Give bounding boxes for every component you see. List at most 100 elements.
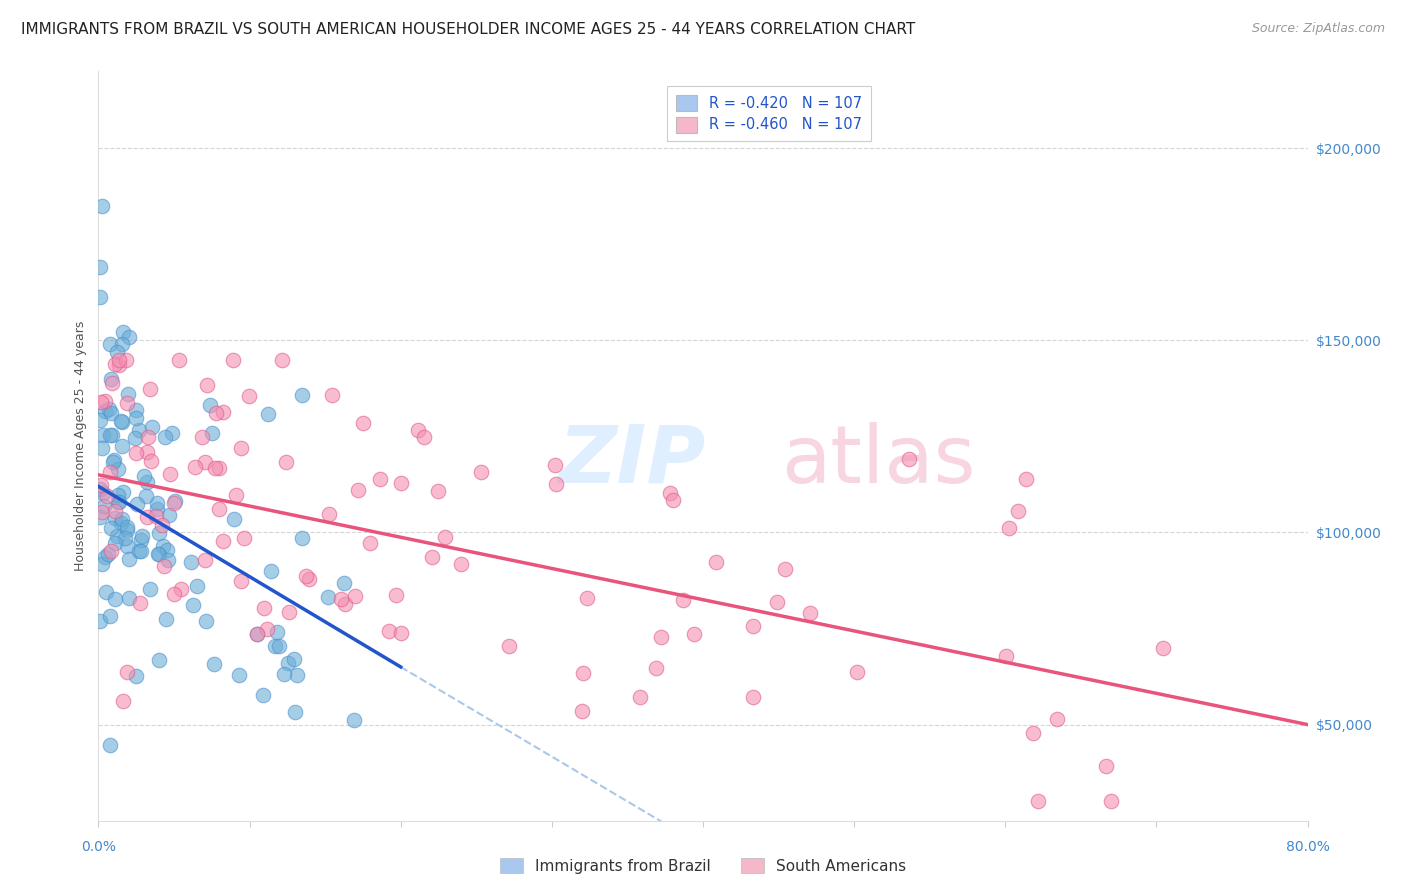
Y-axis label: Householder Income Ages 25 - 44 years: Householder Income Ages 25 - 44 years (75, 321, 87, 571)
Point (110, 516, 132, 530)
Point (1099, 794, 1122, 808)
Point (115, 523, 138, 537)
Point (198, 398, 221, 412)
Point (107, 488, 129, 502)
Point (152, 539, 174, 553)
Point (159, 467, 181, 481)
Point (111, 415, 134, 429)
Text: atlas: atlas (782, 422, 976, 500)
Point (160, 425, 183, 440)
Point (222, 352, 245, 367)
Point (148, 547, 170, 561)
Point (284, 705, 307, 719)
Point (318, 507, 340, 521)
Point (799, 606, 821, 620)
Point (195, 614, 218, 628)
Point (256, 622, 278, 636)
Point (89, 614, 111, 628)
Point (246, 627, 269, 641)
Point (212, 534, 235, 549)
Point (98, 337, 121, 351)
Point (706, 556, 728, 570)
Point (412, 430, 434, 444)
Point (115, 395, 138, 409)
Point (125, 446, 148, 460)
Point (321, 388, 343, 402)
Point (89, 413, 111, 427)
Point (104, 536, 127, 550)
Point (146, 502, 169, 516)
Point (347, 483, 370, 497)
Text: IMMIGRANTS FROM BRAZIL VS SOUTH AMERICAN HOUSEHOLDER INCOME AGES 25 - 44 YEARS C: IMMIGRANTS FROM BRAZIL VS SOUTH AMERICAN… (21, 22, 915, 37)
Point (104, 511, 127, 525)
Point (110, 414, 132, 428)
Point (742, 619, 765, 633)
Point (150, 517, 173, 532)
Point (208, 501, 231, 516)
Point (139, 582, 162, 597)
Point (264, 639, 287, 653)
Point (141, 420, 163, 434)
Point (1026, 794, 1049, 808)
Point (91, 199, 114, 213)
Point (108, 358, 131, 372)
Point (650, 630, 672, 644)
Point (450, 557, 472, 571)
Point (111, 337, 134, 351)
Point (368, 472, 391, 486)
Point (898, 451, 921, 466)
Point (156, 553, 179, 567)
Point (278, 605, 301, 619)
Point (194, 455, 217, 469)
Point (384, 588, 406, 602)
Point (285, 667, 308, 681)
Point (378, 624, 401, 638)
Point (100, 406, 122, 420)
Point (291, 388, 314, 402)
Point (270, 352, 292, 367)
Point (316, 590, 339, 604)
Point (277, 656, 299, 670)
Point (125, 411, 148, 425)
Point (470, 465, 492, 479)
Point (118, 591, 141, 605)
Point (184, 460, 207, 475)
Point (89, 510, 111, 524)
Point (662, 493, 685, 508)
Point (114, 531, 136, 545)
Point (238, 389, 260, 403)
Point (94, 584, 117, 599)
Point (101, 376, 124, 391)
Point (352, 416, 374, 430)
Point (131, 543, 153, 558)
Point (229, 574, 252, 588)
Point (202, 657, 225, 672)
Point (105, 345, 128, 359)
Point (155, 430, 177, 444)
Point (225, 488, 247, 502)
Point (89, 260, 111, 274)
Point (274, 454, 297, 468)
Point (194, 553, 217, 567)
Point (103, 453, 125, 467)
Point (131, 529, 153, 543)
Point (90, 395, 112, 409)
Point (135, 509, 157, 524)
Point (112, 694, 135, 708)
Point (91, 427, 114, 442)
Point (94, 393, 117, 408)
Point (260, 564, 283, 578)
Point (204, 461, 226, 475)
Point (139, 454, 162, 468)
Point (682, 627, 704, 641)
Point (157, 508, 180, 522)
Point (180, 555, 202, 569)
Point (544, 458, 567, 473)
Point (91, 486, 114, 500)
Point (294, 569, 316, 583)
Point (224, 512, 246, 526)
Point (333, 575, 356, 590)
Point (359, 535, 381, 549)
Point (658, 485, 681, 500)
Point (389, 626, 412, 640)
